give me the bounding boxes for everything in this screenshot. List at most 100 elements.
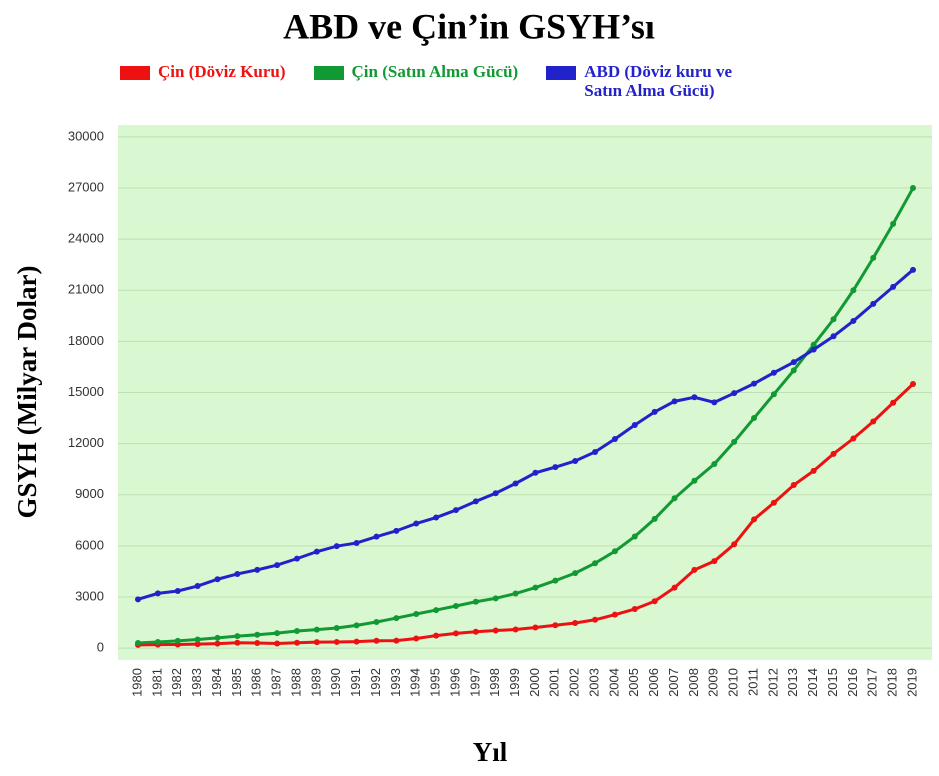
data-point bbox=[393, 527, 400, 534]
data-point bbox=[433, 607, 440, 614]
data-point bbox=[274, 630, 281, 637]
x-tick-label: 2005 bbox=[626, 668, 641, 697]
x-tick-label: 2016 bbox=[845, 668, 860, 697]
data-point bbox=[413, 610, 420, 617]
x-tick-label: 2011 bbox=[745, 668, 760, 696]
data-point bbox=[770, 369, 777, 376]
y-tick-label: 12000 bbox=[68, 435, 104, 450]
x-tick-label: 1996 bbox=[447, 668, 462, 697]
data-point bbox=[691, 477, 698, 484]
data-point bbox=[572, 457, 579, 464]
x-tick-label: 1997 bbox=[467, 668, 482, 697]
data-point bbox=[333, 624, 340, 631]
data-point bbox=[830, 316, 837, 323]
data-point bbox=[731, 390, 738, 397]
data-point bbox=[492, 627, 499, 634]
legend-item: Çin (Satın Alma Gücü) bbox=[313, 62, 518, 81]
data-point bbox=[790, 367, 797, 374]
x-tick-label: 2002 bbox=[567, 668, 582, 697]
data-point bbox=[572, 570, 579, 577]
data-point bbox=[274, 640, 281, 647]
data-point bbox=[850, 435, 857, 442]
y-tick-label: 24000 bbox=[68, 231, 104, 246]
x-tick-label: 2015 bbox=[825, 668, 840, 697]
x-tick-label: 2004 bbox=[606, 668, 621, 697]
data-point bbox=[234, 570, 241, 577]
x-tick-label: 2009 bbox=[706, 668, 721, 697]
data-point bbox=[313, 639, 320, 646]
x-tick-label: 1986 bbox=[249, 668, 264, 697]
data-point bbox=[671, 584, 678, 591]
data-point bbox=[135, 639, 141, 646]
y-axis-label: GSYH (Milyar Dolar) bbox=[12, 266, 42, 519]
x-tick-label: 2014 bbox=[805, 668, 820, 697]
data-point bbox=[770, 499, 777, 506]
x-tick-label: 1980 bbox=[129, 668, 144, 697]
data-point bbox=[890, 220, 897, 227]
data-point bbox=[353, 539, 360, 546]
data-point bbox=[890, 399, 897, 406]
data-point bbox=[611, 611, 618, 618]
data-point bbox=[870, 300, 877, 307]
x-tick-label: 2017 bbox=[865, 668, 880, 697]
data-point bbox=[790, 482, 797, 489]
legend: Çin (Döviz Kuru) Çin (Satın Alma Gücü) ABD… bbox=[120, 62, 920, 100]
data-point bbox=[810, 341, 817, 348]
data-point bbox=[731, 541, 738, 548]
x-tick-label: 2019 bbox=[904, 668, 919, 697]
data-point bbox=[214, 576, 221, 583]
data-point bbox=[214, 634, 221, 641]
data-point bbox=[333, 638, 340, 645]
data-point bbox=[333, 543, 340, 550]
data-point bbox=[592, 448, 599, 455]
data-point bbox=[552, 464, 559, 471]
x-tick-label: 1993 bbox=[388, 668, 403, 697]
data-point bbox=[572, 620, 579, 627]
x-tick-label: 1989 bbox=[308, 668, 323, 697]
data-point bbox=[810, 467, 817, 474]
series-line bbox=[137, 187, 915, 645]
y-tick-label: 30000 bbox=[68, 128, 104, 143]
data-point bbox=[313, 626, 320, 633]
data-point bbox=[174, 637, 181, 644]
x-tick-label: 1984 bbox=[209, 668, 224, 697]
data-point bbox=[393, 615, 400, 622]
x-tick-label: 2012 bbox=[765, 668, 780, 697]
legend-item: Çin (Döviz Kuru) bbox=[120, 62, 286, 81]
x-tick-label: 1991 bbox=[348, 668, 363, 697]
data-point bbox=[433, 514, 440, 521]
data-point bbox=[631, 606, 638, 613]
data-point bbox=[293, 639, 300, 646]
data-point bbox=[850, 287, 857, 294]
data-point bbox=[254, 566, 261, 573]
y-tick-label: 27000 bbox=[68, 179, 104, 194]
legend-swatch bbox=[546, 66, 577, 80]
data-point bbox=[770, 391, 777, 398]
x-axis-label: Yıl bbox=[473, 737, 508, 767]
x-tick-label: 2008 bbox=[686, 668, 701, 697]
legend-label: Çin (Döviz Kuru) bbox=[158, 62, 286, 81]
legend-swatch bbox=[120, 66, 150, 80]
data-point bbox=[731, 438, 738, 445]
data-point bbox=[751, 415, 758, 422]
series-line bbox=[137, 382, 915, 647]
y-tick-label: 15000 bbox=[68, 384, 104, 399]
x-tick-label: 2003 bbox=[586, 668, 601, 697]
y-tick-label: 0 bbox=[97, 640, 104, 655]
x-tick-label: 1998 bbox=[487, 668, 502, 697]
y-tick-label: 3000 bbox=[75, 588, 104, 603]
data-point bbox=[512, 626, 519, 633]
data-point bbox=[611, 548, 618, 555]
data-point bbox=[910, 266, 916, 273]
x-tick-label: 1992 bbox=[368, 668, 383, 697]
legend-item: ABD (Döviz kuru ve Satın Alma Gücü) bbox=[546, 62, 764, 100]
data-point bbox=[870, 254, 877, 261]
data-point bbox=[552, 577, 559, 584]
data-point bbox=[711, 399, 718, 406]
data-point bbox=[751, 380, 758, 387]
data-point bbox=[135, 596, 141, 603]
data-point bbox=[810, 346, 817, 353]
data-point bbox=[492, 490, 499, 497]
y-tick-label: 18000 bbox=[68, 333, 104, 348]
data-point bbox=[830, 450, 837, 457]
